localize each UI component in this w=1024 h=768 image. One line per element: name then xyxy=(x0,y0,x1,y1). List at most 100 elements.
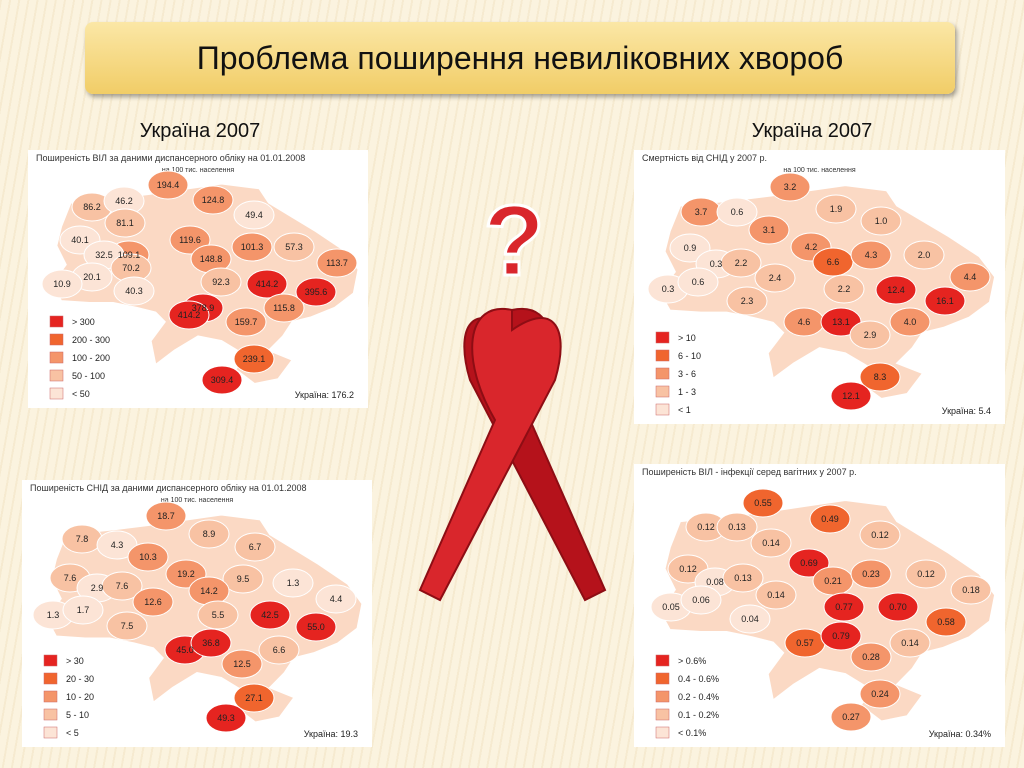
region-label: 0.13 xyxy=(734,573,752,583)
legend-label: 0.4 - 0.6% xyxy=(678,674,719,684)
legend-swatch xyxy=(43,708,58,721)
region-label: 45.0 xyxy=(176,645,194,655)
region-label: 32.5 xyxy=(95,250,113,260)
region-label: 115.8 xyxy=(273,303,295,313)
region-label: 12.5 xyxy=(233,659,251,669)
region xyxy=(849,320,891,350)
legend-swatch xyxy=(49,369,64,382)
legend-label: 100 - 200 xyxy=(72,353,110,363)
aids-ribbon xyxy=(418,307,607,602)
region xyxy=(726,286,768,316)
region xyxy=(101,571,143,601)
legend-swatch xyxy=(43,654,58,667)
region-label: 40.1 xyxy=(71,235,89,245)
region-label: 414.2 xyxy=(256,279,279,289)
region xyxy=(188,519,230,549)
region-label: 0.27 xyxy=(842,712,860,722)
legend-swatch xyxy=(655,349,670,362)
region xyxy=(258,635,300,665)
region xyxy=(200,267,242,297)
map-subtitle: на 100 тис. населення xyxy=(162,167,234,174)
region-label: 16.1 xyxy=(936,296,954,306)
region-label: 6.6 xyxy=(273,645,286,655)
region xyxy=(295,612,337,642)
region xyxy=(113,276,155,306)
region xyxy=(950,575,992,605)
caption: Україна 2007 xyxy=(139,120,261,142)
region xyxy=(720,248,762,278)
region-label: 124.8 xyxy=(202,195,225,205)
slide-title: Проблема поширення невиліковних хвороб xyxy=(85,22,955,94)
region xyxy=(903,240,945,270)
region-label: 70.2 xyxy=(122,263,140,273)
region-label: 20.1 xyxy=(83,272,101,282)
region-label: 0.14 xyxy=(901,638,919,648)
region-label: 7.6 xyxy=(64,573,77,583)
region xyxy=(272,568,314,598)
legend-label: > 300 xyxy=(72,317,95,327)
legend-swatch xyxy=(49,351,64,364)
country-total: Україна: 176.2 xyxy=(295,390,354,400)
region-label: 9.5 xyxy=(237,574,250,584)
caption: Україна 2007 xyxy=(751,120,873,142)
region-label: 0.12 xyxy=(697,522,715,532)
region-label: 5.5 xyxy=(212,610,225,620)
region-label: 55.0 xyxy=(307,622,325,632)
map-panel: Поширеність ВІЛ за даними диспансерного … xyxy=(28,150,368,408)
legend-label: < 50 xyxy=(72,389,90,399)
region-label: 3.1 xyxy=(763,225,776,235)
legend-swatch xyxy=(655,367,670,380)
region xyxy=(860,206,902,236)
region-label: 109.1 xyxy=(118,250,141,260)
region xyxy=(249,600,291,630)
region xyxy=(233,344,275,374)
legend-swatch xyxy=(655,654,670,667)
region xyxy=(273,232,315,262)
legend-label: 5 - 10 xyxy=(66,710,89,720)
region-label: 14.2 xyxy=(200,586,218,596)
region-label: 0.3 xyxy=(662,284,675,294)
legend-swatch xyxy=(49,315,64,328)
legend-label: > 10 xyxy=(678,333,696,343)
region xyxy=(234,532,276,562)
region xyxy=(680,585,722,615)
region xyxy=(722,563,764,593)
legend-label: > 0.6% xyxy=(678,656,706,666)
region-label: 4.6 xyxy=(798,317,811,327)
region-label: 0.13 xyxy=(728,522,746,532)
region xyxy=(716,197,758,227)
region-label: 42.5 xyxy=(261,610,279,620)
region xyxy=(859,679,901,709)
question-mark: ? xyxy=(483,185,544,297)
region-label: 4.0 xyxy=(904,317,917,327)
legend-swatch xyxy=(43,690,58,703)
region-label: 0.06 xyxy=(692,595,710,605)
region-label: 0.23 xyxy=(862,569,880,579)
region-label: 414.2 xyxy=(178,310,201,320)
region-label: 0.3 xyxy=(710,259,723,269)
region xyxy=(742,488,784,518)
region-label: 4.4 xyxy=(330,594,343,604)
map-subtitle: на 100 тис. населення xyxy=(161,497,233,504)
region-label: 27.1 xyxy=(245,693,263,703)
region-label: 6.7 xyxy=(249,542,262,552)
region xyxy=(168,300,210,330)
region-label: 8.3 xyxy=(874,372,887,382)
region-label: 2.3 xyxy=(741,296,754,306)
map-panel: Поширеність ВІЛ - інфекції серед вагітни… xyxy=(634,464,1005,747)
region-label: 57.3 xyxy=(285,242,303,252)
region-label: 10.3 xyxy=(139,552,157,562)
region-label: 13.1 xyxy=(832,317,850,327)
legend-label: 20 - 30 xyxy=(66,674,94,684)
legend-label: < 1 xyxy=(678,405,691,415)
region-label: 0.12 xyxy=(917,569,935,579)
legend-swatch xyxy=(655,331,670,344)
region xyxy=(233,683,275,713)
legend-swatch xyxy=(655,672,670,685)
region-label: 12.4 xyxy=(887,285,905,295)
region-label: 0.70 xyxy=(889,602,907,612)
region-label: 40.3 xyxy=(125,286,143,296)
region xyxy=(823,274,865,304)
region-label: 0.08 xyxy=(706,577,724,587)
legend-swatch xyxy=(43,726,58,739)
